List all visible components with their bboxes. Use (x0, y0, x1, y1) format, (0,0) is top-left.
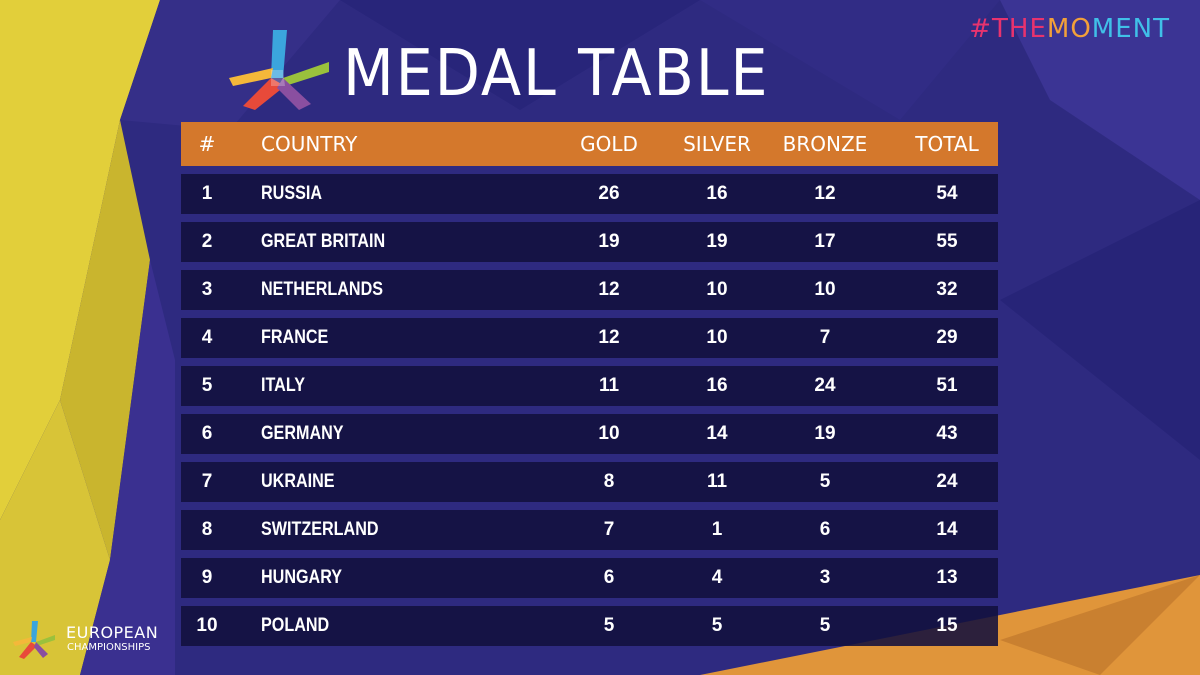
bronze-cell: 12 (814, 183, 836, 204)
rank-cell: 4 (201, 327, 213, 348)
championships-star-logo (229, 30, 329, 110)
table-row: 5 ITALY 11 16 24 51 (181, 366, 998, 406)
country-cell: POLAND (261, 615, 330, 636)
total-cell: 55 (936, 231, 958, 252)
total-cell: 14 (936, 519, 958, 540)
rank-cell: 2 (201, 231, 213, 252)
table-row: 9 HUNGARY 6 4 3 13 (181, 558, 998, 598)
total-cell: 15 (936, 615, 958, 636)
silver-cell: 19 (706, 231, 728, 252)
table-row: 10 POLAND 5 5 5 15 (181, 606, 998, 646)
total-cell: 54 (936, 183, 958, 204)
bronze-cell: 19 (814, 423, 836, 444)
table-header: # COUNTRY GOLD SILVER BRONZE TOTAL (181, 122, 998, 166)
gold-cell: 26 (598, 183, 620, 204)
silver-cell: 11 (706, 471, 728, 492)
gold-cell: 11 (598, 375, 620, 396)
championships-star-icon (13, 621, 55, 659)
country-cell: FRANCE (261, 327, 329, 348)
gold-cell: 12 (598, 327, 620, 348)
title-block: MEDAL TABLE (225, 28, 865, 112)
total-cell: 24 (936, 471, 958, 492)
country-cell: SWITZERLAND (261, 519, 379, 540)
rank-cell: 6 (201, 423, 213, 444)
country-cell: GERMANY (261, 423, 344, 444)
rank-cell: 8 (201, 519, 213, 540)
silver-cell: 4 (711, 567, 723, 588)
column-header-gold: GOLD (580, 132, 638, 156)
column-header-bronze: BRONZE (782, 132, 868, 156)
silver-cell: 10 (706, 327, 728, 348)
column-header-rank: # (198, 132, 216, 156)
footer-brand-line-1: EUROPEAN (66, 623, 159, 642)
bronze-cell: 3 (819, 567, 831, 588)
total-cell: 51 (936, 375, 958, 396)
column-header-total: TOTAL (915, 132, 979, 156)
table-row: 4 FRANCE 12 10 7 29 (181, 318, 998, 358)
hashtag-the-moment: #THEMOMENT (969, 14, 1170, 44)
footer-brand-line-2: CHAMPIONSHIPS (67, 642, 151, 653)
rank-cell: 9 (201, 567, 213, 588)
silver-cell: 1 (711, 519, 723, 540)
country-cell: UKRAINE (261, 471, 335, 492)
country-cell: GREAT BRITAIN (261, 231, 386, 252)
country-cell: RUSSIA (261, 183, 323, 204)
country-cell: HUNGARY (261, 567, 343, 588)
table-row: 1 RUSSIA 26 16 12 54 (181, 174, 998, 214)
total-cell: 13 (936, 567, 958, 588)
rank-cell: 10 (196, 615, 218, 636)
country-cell: NETHERLANDS (261, 279, 384, 300)
bronze-cell: 17 (814, 231, 836, 252)
rank-cell: 1 (201, 183, 213, 204)
hashtag-part-2: THE (992, 14, 1047, 44)
gold-cell: 10 (598, 423, 620, 444)
gold-cell: 8 (603, 471, 615, 492)
total-cell: 32 (936, 279, 958, 300)
gold-cell: 5 (603, 615, 615, 636)
rank-cell: 5 (201, 375, 213, 396)
bronze-cell: 5 (819, 471, 831, 492)
gold-cell: 7 (603, 519, 615, 540)
country-cell: ITALY (261, 375, 305, 396)
medal-table: # COUNTRY GOLD SILVER BRONZE TOTAL 1 RUS… (181, 122, 998, 646)
gold-cell: 12 (598, 279, 620, 300)
european-championships-logo: EUROPEAN CHAMPIONSHIPS (12, 620, 162, 662)
table-row: 8 SWITZERLAND 7 1 6 14 (181, 510, 998, 550)
hashtag-part-4: MENT (1091, 14, 1170, 44)
bronze-cell: 7 (819, 327, 831, 348)
gold-cell: 19 (598, 231, 620, 252)
bronze-cell: 10 (814, 279, 836, 300)
table-row: 2 GREAT BRITAIN 19 19 17 55 (181, 222, 998, 262)
silver-cell: 5 (711, 615, 723, 636)
table-row: 7 UKRAINE 8 11 5 24 (181, 462, 998, 502)
column-header-country: COUNTRY (261, 132, 358, 156)
gold-cell: 6 (603, 567, 615, 588)
table-row: 6 GERMANY 10 14 19 43 (181, 414, 998, 454)
page-title: MEDAL TABLE (343, 37, 770, 111)
bronze-cell: 6 (819, 519, 831, 540)
total-cell: 29 (936, 327, 958, 348)
column-header-silver: SILVER (683, 132, 751, 156)
silver-cell: 16 (706, 375, 728, 396)
rank-cell: 3 (201, 279, 213, 300)
hashtag-part-3: MO (1046, 14, 1092, 44)
silver-cell: 16 (706, 183, 728, 204)
table-row: 3 NETHERLANDS 12 10 10 32 (181, 270, 998, 310)
total-cell: 43 (936, 423, 958, 444)
silver-cell: 10 (706, 279, 728, 300)
bronze-cell: 24 (814, 375, 836, 396)
hashtag-part-1: # (969, 14, 993, 44)
rank-cell: 7 (201, 471, 213, 492)
bronze-cell: 5 (819, 615, 831, 636)
silver-cell: 14 (706, 423, 728, 444)
